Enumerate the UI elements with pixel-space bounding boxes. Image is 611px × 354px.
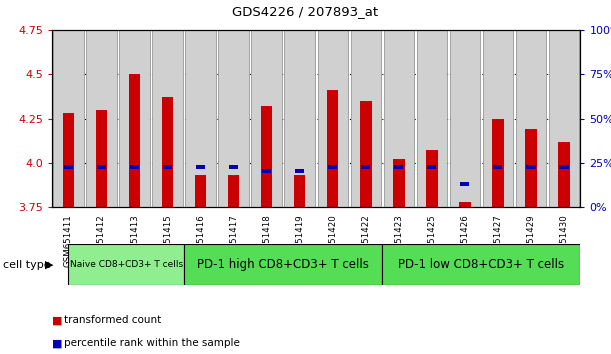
Bar bbox=[417, 30, 447, 207]
Text: transformed count: transformed count bbox=[64, 315, 161, 325]
Bar bbox=[382, 244, 580, 285]
Text: ■: ■ bbox=[52, 338, 62, 348]
Bar bbox=[285, 30, 315, 207]
Bar bbox=[184, 244, 382, 285]
Bar bbox=[261, 106, 273, 207]
Bar bbox=[327, 90, 338, 207]
Bar bbox=[459, 202, 470, 207]
Bar bbox=[384, 30, 414, 207]
Bar bbox=[493, 165, 502, 169]
Bar bbox=[361, 165, 370, 169]
Bar bbox=[360, 101, 371, 207]
Bar bbox=[294, 175, 306, 207]
Text: percentile rank within the sample: percentile rank within the sample bbox=[64, 338, 240, 348]
Bar bbox=[262, 169, 271, 173]
Bar bbox=[492, 119, 503, 207]
Bar bbox=[229, 165, 238, 169]
Bar bbox=[185, 30, 216, 207]
Bar bbox=[351, 30, 381, 207]
Bar bbox=[152, 30, 183, 207]
Bar bbox=[163, 165, 172, 169]
Bar bbox=[119, 30, 150, 207]
Bar bbox=[450, 30, 480, 207]
Text: Naive CD8+CD3+ T cells: Naive CD8+CD3+ T cells bbox=[70, 260, 183, 269]
Bar bbox=[218, 30, 249, 207]
Bar bbox=[97, 165, 106, 169]
Bar bbox=[64, 165, 73, 169]
Text: PD-1 high CD8+CD3+ T cells: PD-1 high CD8+CD3+ T cells bbox=[197, 258, 369, 271]
Text: ▶: ▶ bbox=[45, 259, 53, 270]
Bar bbox=[525, 129, 536, 207]
Bar bbox=[252, 30, 282, 207]
Bar bbox=[460, 182, 469, 186]
Bar bbox=[318, 30, 348, 207]
Bar bbox=[53, 30, 84, 207]
Bar bbox=[195, 175, 207, 207]
Bar bbox=[96, 110, 108, 207]
Bar bbox=[483, 30, 513, 207]
Bar bbox=[328, 165, 337, 169]
Bar bbox=[63, 113, 74, 207]
Bar bbox=[162, 97, 174, 207]
Bar bbox=[394, 165, 403, 169]
Bar bbox=[129, 74, 141, 207]
Bar bbox=[68, 244, 184, 285]
Bar bbox=[526, 165, 535, 169]
Bar bbox=[228, 175, 240, 207]
Bar bbox=[558, 142, 569, 207]
Bar bbox=[295, 169, 304, 173]
Bar bbox=[130, 165, 139, 169]
Text: GDS4226 / 207893_at: GDS4226 / 207893_at bbox=[232, 5, 379, 18]
Text: cell type: cell type bbox=[3, 259, 51, 270]
Bar bbox=[86, 30, 117, 207]
Bar bbox=[393, 159, 404, 207]
Bar bbox=[427, 165, 436, 169]
Text: ■: ■ bbox=[52, 315, 62, 325]
Bar bbox=[426, 150, 437, 207]
Bar bbox=[559, 165, 569, 169]
Bar bbox=[196, 165, 205, 169]
Bar bbox=[549, 30, 579, 207]
Bar bbox=[516, 30, 546, 207]
Text: PD-1 low CD8+CD3+ T cells: PD-1 low CD8+CD3+ T cells bbox=[398, 258, 565, 271]
